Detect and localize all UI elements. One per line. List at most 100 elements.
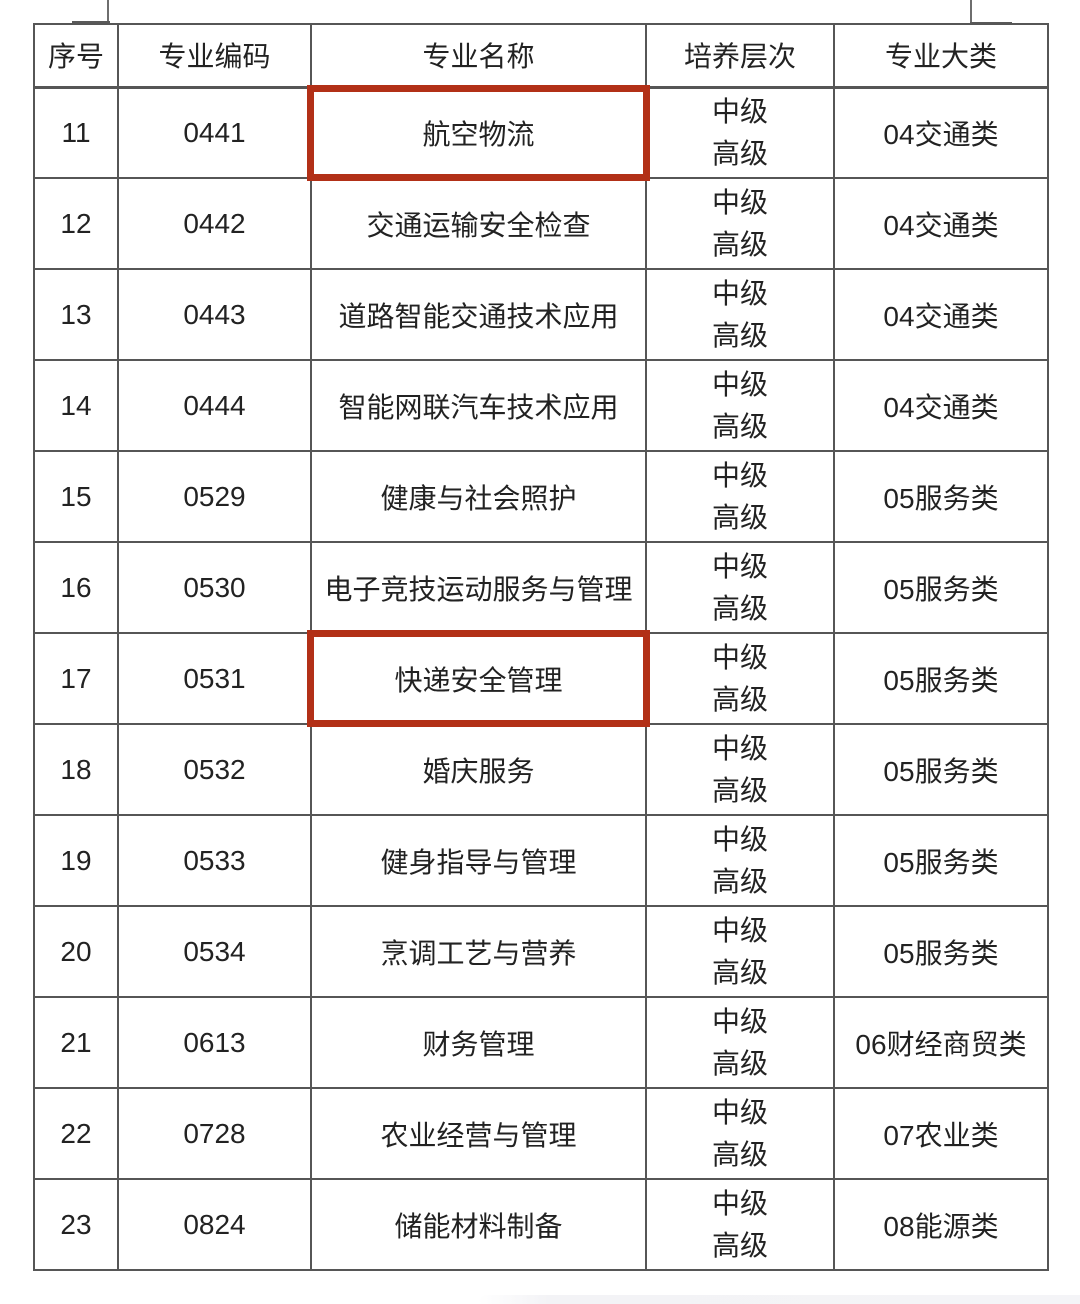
- col-header-category: 专业大类: [833, 23, 1049, 89]
- major-name-text: 农业经营与管理: [380, 1119, 577, 1151]
- level-line: 高级: [711, 683, 768, 715]
- cell-category: 04交通类: [833, 359, 1049, 452]
- cell-levels: 中级 高级: [645, 541, 835, 634]
- table-row: 21 0613 财务管理 中级 高级 06财经商贸类: [33, 996, 1049, 1089]
- level-line: 中级: [711, 277, 768, 309]
- level-line: 高级: [711, 592, 768, 624]
- cell-index: 12: [33, 177, 119, 270]
- level-line: 中级: [711, 1005, 768, 1037]
- cell-levels: 中级 高级: [645, 1087, 835, 1180]
- level-stack: 中级 高级: [647, 182, 833, 266]
- level-line: 中级: [711, 732, 768, 764]
- col-header-name: 专业名称: [310, 23, 647, 89]
- cell-code: 0534: [117, 905, 312, 998]
- level-line: 中级: [711, 641, 768, 673]
- major-name-text: 储能材料制备: [394, 1210, 563, 1242]
- level-stack: 中级 高级: [647, 1001, 833, 1085]
- cell-levels: 中级 高级: [645, 359, 835, 452]
- cell-code: 0530: [117, 541, 312, 634]
- cell-index: 15: [33, 450, 119, 543]
- table-body: 11 0441 航空物流 中级 高级 04交通类 12 0442 交通运输安全检查…: [33, 84, 1049, 1271]
- major-name-text: 智能网联汽车技术应用: [338, 391, 619, 423]
- cell-index: 21: [33, 996, 119, 1089]
- cell-code: 0824: [117, 1178, 312, 1271]
- table-row: 22 0728 农业经营与管理 中级 高级 07农业类: [33, 1087, 1049, 1180]
- cell-category: 05服务类: [833, 723, 1049, 816]
- major-name-text: 烹调工艺与营养: [380, 937, 577, 969]
- cell-index: 22: [33, 1087, 119, 1180]
- major-name-text: 快递安全管理: [394, 664, 563, 696]
- cell-levels: 中级 高级: [645, 996, 835, 1089]
- col-header-index: 序号: [33, 23, 119, 89]
- cell-index: 19: [33, 814, 119, 907]
- top-border-stub-left: [107, 0, 109, 23]
- table-row: 11 0441 航空物流 中级 高级 04交通类: [33, 84, 1049, 181]
- cell-index: 23: [33, 1178, 119, 1271]
- cell-name: 电子竞技运动服务与管理: [310, 541, 647, 634]
- cell-name: 健康与社会照护: [310, 450, 647, 543]
- table-row: 15 0529 健康与社会照护 中级 高级 05服务类: [33, 450, 1049, 543]
- cell-name: 农业经营与管理: [310, 1087, 647, 1180]
- level-stack: 中级 高级: [647, 273, 833, 357]
- level-line: 高级: [711, 137, 768, 169]
- cell-name: 婚庆服务: [310, 723, 647, 816]
- level-stack: 中级 高级: [647, 819, 833, 903]
- level-line: 中级: [711, 1096, 768, 1128]
- cell-index: 18: [33, 723, 119, 816]
- cell-index: 20: [33, 905, 119, 998]
- cell-levels: 中级 高级: [645, 268, 835, 361]
- level-stack: 中级 高级: [647, 91, 833, 175]
- cell-name: 健身指导与管理: [310, 814, 647, 907]
- level-line: 高级: [711, 410, 768, 442]
- level-line: 高级: [711, 774, 768, 806]
- table-row: 13 0443 道路智能交通技术应用 中级 高级 04交通类: [33, 268, 1049, 361]
- table-row: 20 0534 烹调工艺与营养 中级高级 05服务类: [33, 905, 1049, 998]
- cell-name: 道路智能交通技术应用: [310, 268, 647, 361]
- level-line: 中级: [711, 95, 768, 127]
- level-line: 中级: [711, 914, 768, 946]
- cell-code: 0529: [117, 450, 312, 543]
- cell-levels: 中级 高级: [645, 177, 835, 270]
- level-stack: 中级 高级: [647, 546, 833, 630]
- cell-code: 0444: [117, 359, 312, 452]
- level-line: 高级: [711, 1229, 768, 1261]
- table-header: 序号 专业编码 专业名称 培养层次 专业大类: [33, 23, 1049, 89]
- cell-levels: 中级 高级: [645, 723, 835, 816]
- cell-category: 05服务类: [833, 905, 1049, 998]
- cell-levels: 中级 高级: [645, 814, 835, 907]
- cell-index: 13: [33, 268, 119, 361]
- table-row: 23 0824 储能材料制备 中级高级 08能源类: [33, 1178, 1049, 1271]
- cell-index: 11: [33, 86, 119, 179]
- level-line: 中级: [711, 368, 768, 400]
- majors-table: 序号 专业编码 专业名称 培养层次 专业大类 11 0441 航空物流 中级 高级…: [33, 23, 1049, 1271]
- cell-levels: 中级 高级: [645, 632, 835, 725]
- level-stack: 中级 高级: [647, 910, 833, 994]
- cell-levels: 中级 高级: [645, 1178, 835, 1271]
- top-border-stub-right: [970, 0, 972, 23]
- major-name-text: 电子竞技运动服务与管理: [324, 573, 633, 605]
- major-name-text: 婚庆服务: [422, 755, 535, 787]
- col-header-levels: 培养层次: [645, 23, 835, 89]
- cell-category: 05服务类: [833, 814, 1049, 907]
- cell-code: 0613: [117, 996, 312, 1089]
- major-name-text: 道路智能交通技术应用: [338, 300, 619, 332]
- header-row: 序号 专业编码 专业名称 培养层次 专业大类: [33, 23, 1049, 89]
- major-name-text: 健康与社会照护: [380, 482, 577, 514]
- level-line: 中级: [711, 1187, 768, 1219]
- level-line: 高级: [711, 956, 768, 988]
- cell-category: 06财经商贸类: [833, 996, 1049, 1089]
- major-name-text: 航空物流: [422, 118, 535, 150]
- cell-name: 财务管理: [310, 996, 647, 1089]
- cell-name: 快递安全管理: [307, 630, 650, 727]
- cell-category: 04交通类: [833, 86, 1049, 179]
- level-stack: 中级 高级: [647, 364, 833, 448]
- table-row: 16 0530 电子竞技运动服务与管理 中级 高级 05服务类: [33, 541, 1049, 634]
- cell-category: 08能源类: [833, 1178, 1049, 1271]
- level-line: 中级: [711, 186, 768, 218]
- table-row: 17 0531 快递安全管理 中级 高级 05服务类: [33, 630, 1049, 727]
- level-line: 高级: [711, 501, 768, 533]
- cell-name: 储能材料制备: [310, 1178, 647, 1271]
- level-stack: 中级 高级: [647, 1092, 833, 1176]
- cell-code: 0531: [117, 632, 312, 725]
